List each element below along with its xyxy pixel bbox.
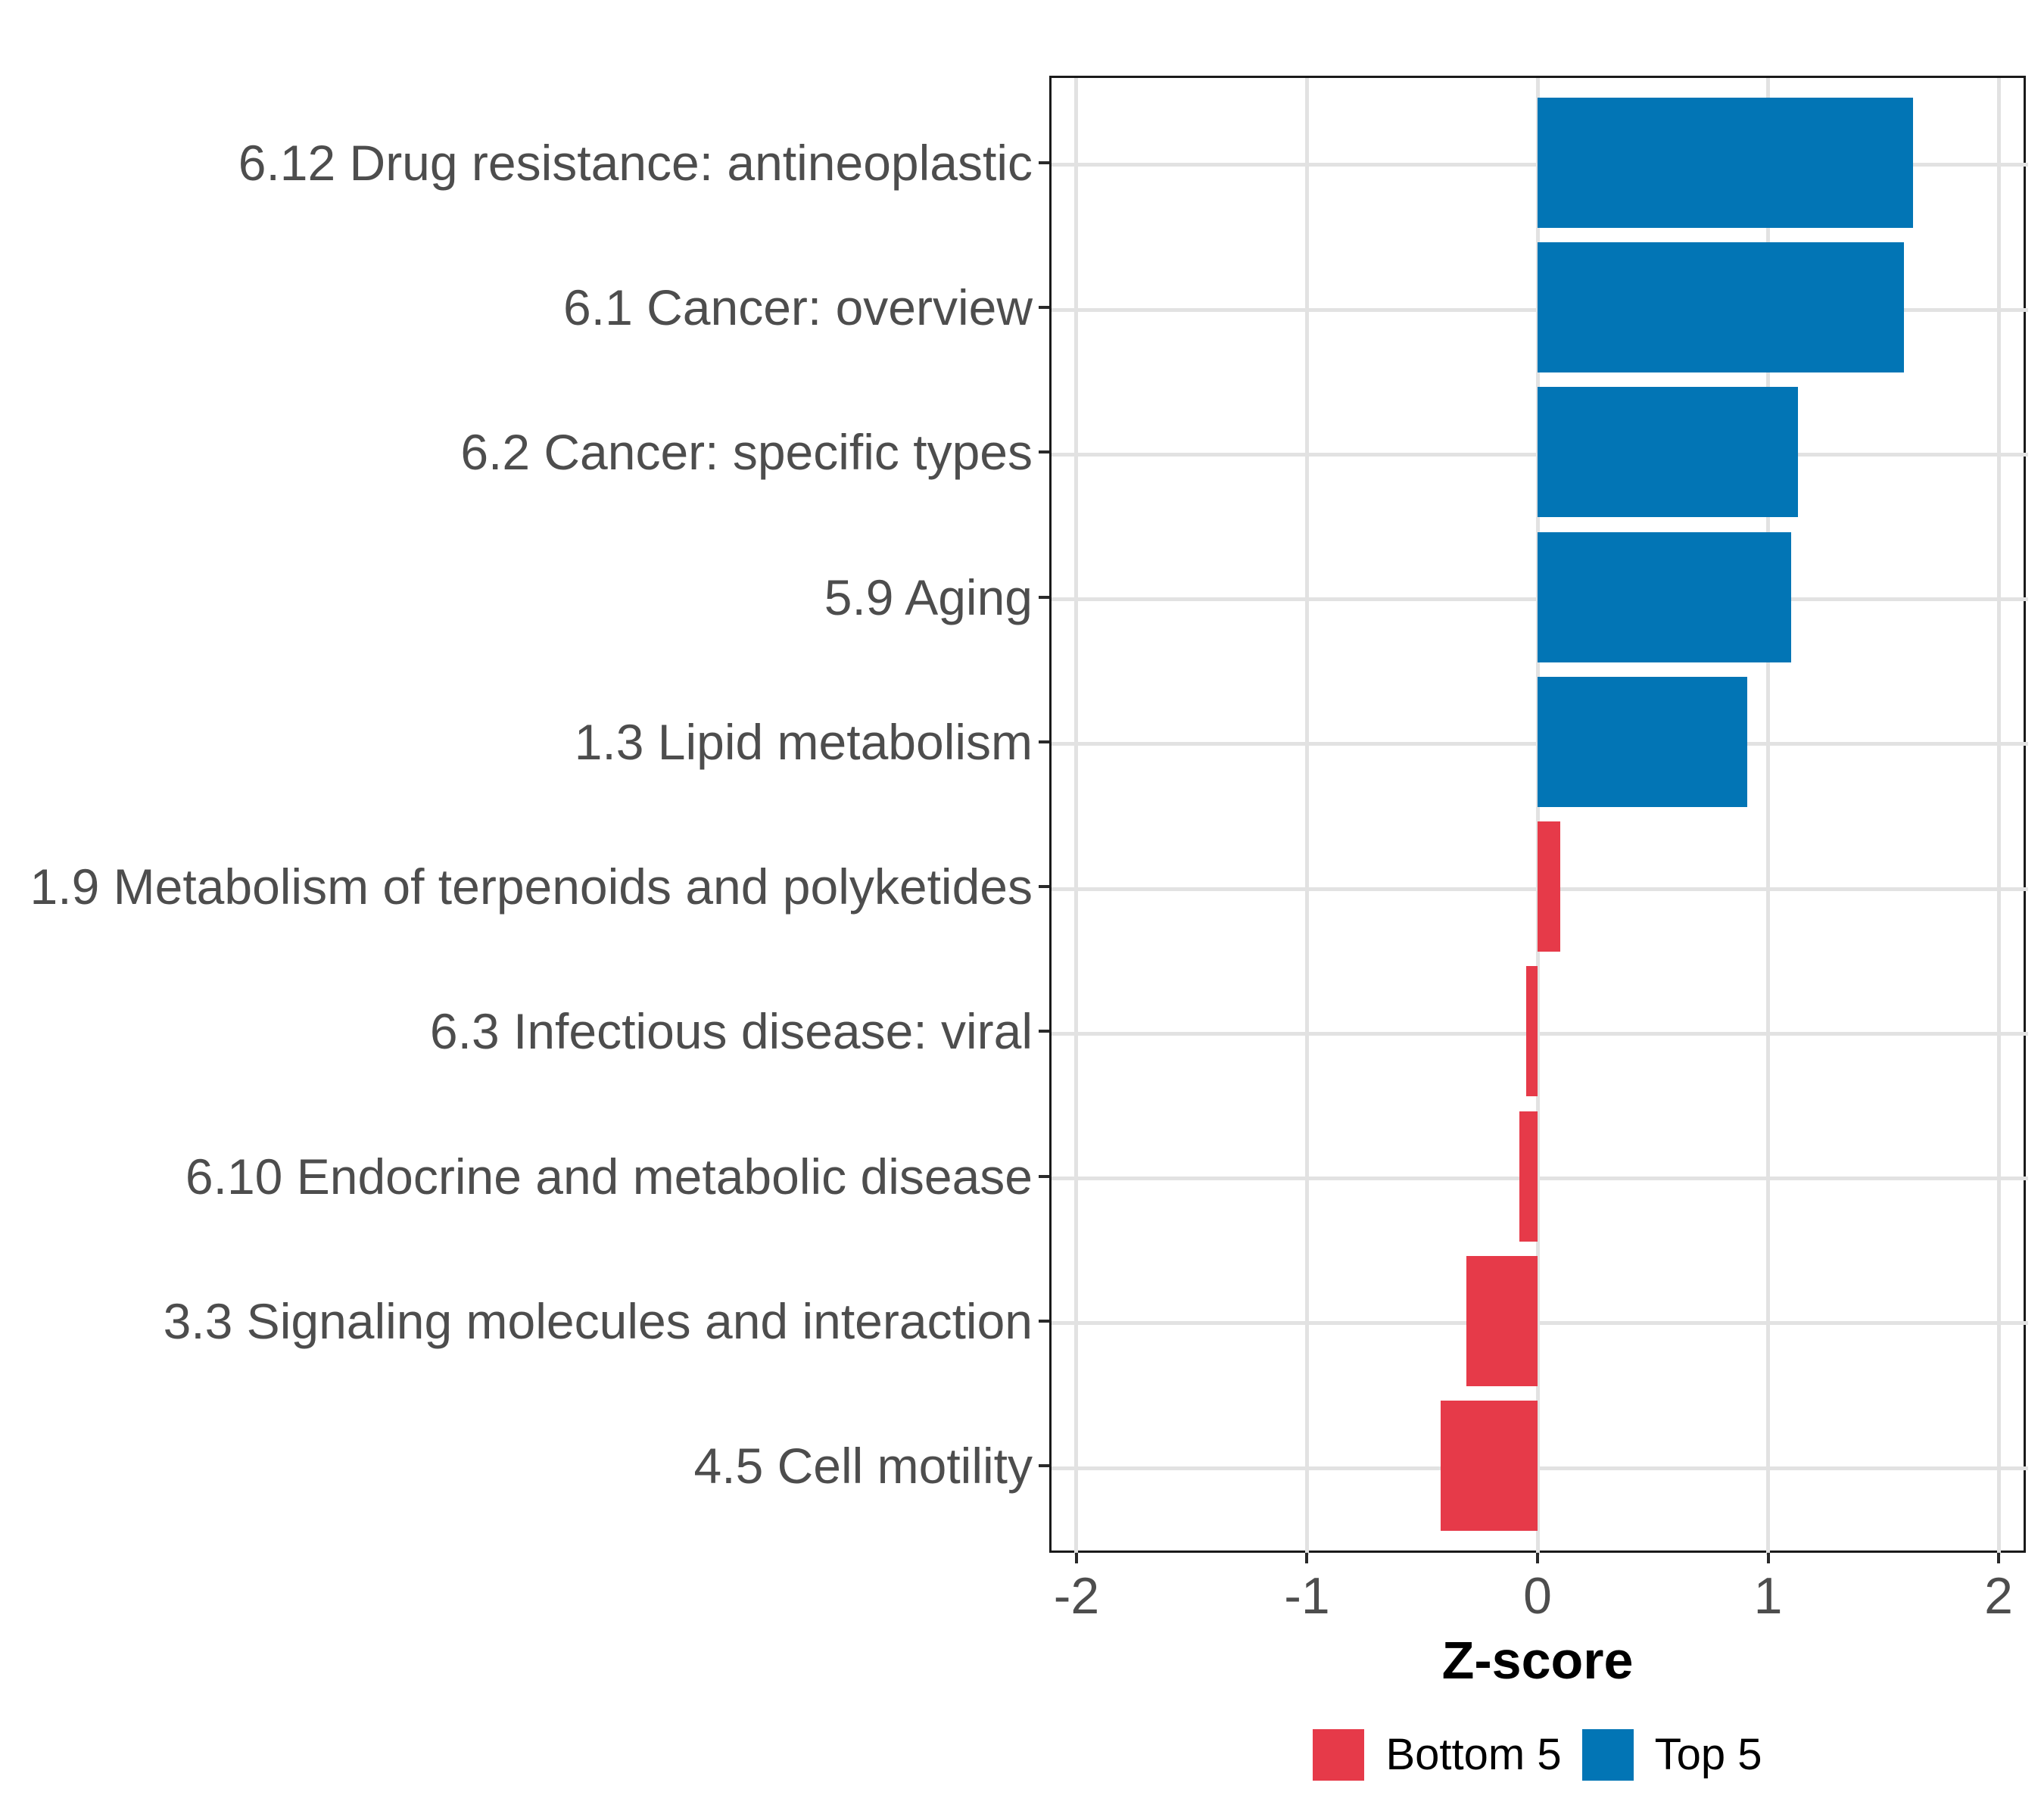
category-label: 6.2 Cancer: specific types (460, 424, 1033, 481)
y-axis-tick-mark (1039, 306, 1049, 310)
bar (1538, 531, 1791, 662)
category-label: 5.9 Aging (824, 569, 1033, 625)
horizontal-gridline (1052, 1466, 2028, 1470)
legend-label: Bottom 5 (1385, 1730, 1562, 1779)
y-axis-tick-mark (1039, 595, 1049, 599)
bar (1538, 676, 1748, 807)
bar (1525, 966, 1538, 1097)
category-label: 4.5 Cell motility (693, 1438, 1033, 1494)
x-axis-title: Z-score (1441, 1631, 1634, 1690)
category-label: 6.3 Infectious disease: viral (429, 1003, 1033, 1060)
horizontal-gridline (1052, 1177, 2028, 1181)
x-axis-tick-mark (1305, 1553, 1309, 1563)
x-tick-label: -1 (1284, 1567, 1330, 1625)
x-tick-label: 0 (1523, 1567, 1552, 1625)
y-axis-tick-mark (1039, 1319, 1049, 1323)
bar (1538, 387, 1799, 518)
vertical-gridline (1074, 78, 1079, 1555)
x-tick-label: -2 (1053, 1567, 1100, 1625)
x-axis-tick-mark (1074, 1553, 1078, 1563)
bar (1441, 1401, 1538, 1532)
legend-swatch (1581, 1729, 1634, 1781)
x-axis-tick-mark (1766, 1553, 1770, 1563)
bar (1538, 97, 1914, 228)
vertical-gridline (1304, 78, 1309, 1555)
x-tick-label: 2 (1984, 1567, 2013, 1625)
bar (1538, 821, 1561, 952)
bar (1538, 242, 1905, 373)
x-axis-tick-mark (1997, 1553, 2001, 1563)
category-label: 3.3 Signaling molecules and interaction (163, 1292, 1033, 1349)
bar (1466, 1255, 1538, 1386)
y-axis-tick-mark (1039, 161, 1049, 164)
category-label: 6.1 Cancer: overview (563, 279, 1033, 336)
y-axis-tick-mark (1039, 1030, 1049, 1033)
legend-swatch (1313, 1729, 1365, 1781)
horizontal-gridline (1052, 1321, 2028, 1326)
y-axis-tick-mark (1039, 885, 1049, 889)
bar (1519, 1111, 1538, 1242)
legend-label: Top 5 (1654, 1730, 1762, 1779)
y-axis-tick-mark (1039, 450, 1049, 454)
category-label: 1.3 Lipid metabolism (574, 713, 1033, 770)
x-tick-label: 1 (1753, 1567, 1783, 1625)
y-axis-tick-mark (1039, 1174, 1049, 1178)
legend-item: Bottom 5 (1313, 1729, 1562, 1781)
legend-item: Top 5 (1581, 1729, 1762, 1781)
plot-panel (1049, 76, 2028, 1555)
vertical-gridline (1766, 78, 1771, 1555)
vertical-gridline (1996, 78, 2001, 1555)
category-label: 6.12 Drug resistance: antineoplastic (238, 134, 1033, 191)
horizontal-gridline (1052, 1031, 2028, 1036)
y-axis-tick-mark (1039, 740, 1049, 743)
vertical-gridline (1535, 78, 1540, 1555)
y-axis-tick-mark (1039, 1464, 1049, 1468)
legend: Bottom 5 Top 5 (1049, 1729, 2026, 1781)
x-axis-tick-mark (1536, 1553, 1539, 1563)
category-label: 6.10 Endocrine and metabolic disease (185, 1148, 1033, 1205)
category-label: 1.9 Metabolism of terpenoids and polyket… (30, 859, 1033, 915)
